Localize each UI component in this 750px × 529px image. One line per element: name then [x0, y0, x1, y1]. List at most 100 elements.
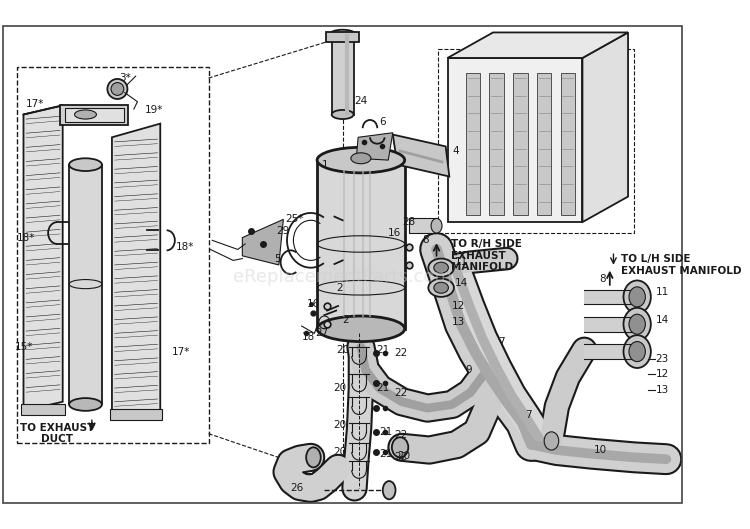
Ellipse shape: [433, 282, 448, 293]
Ellipse shape: [317, 316, 405, 342]
Text: 17*: 17*: [26, 98, 44, 108]
Bar: [584, 289, 639, 304]
Bar: [69, 165, 102, 405]
Text: 10: 10: [593, 445, 607, 455]
Text: 8: 8: [422, 235, 428, 245]
Text: 14: 14: [656, 315, 669, 325]
Polygon shape: [537, 74, 551, 215]
Text: 29: 29: [276, 226, 290, 236]
Text: 16: 16: [388, 228, 401, 238]
Text: 11: 11: [454, 257, 468, 267]
Text: TO R/H SIDE
EXHAUST
MANIFOLD: TO R/H SIDE EXHAUST MANIFOLD: [452, 239, 522, 272]
Polygon shape: [466, 74, 480, 215]
Ellipse shape: [382, 481, 395, 499]
Bar: [332, 34, 353, 114]
Ellipse shape: [629, 342, 645, 362]
Ellipse shape: [330, 30, 356, 39]
FancyBboxPatch shape: [60, 105, 128, 125]
Ellipse shape: [306, 448, 321, 468]
Polygon shape: [583, 32, 628, 222]
Polygon shape: [112, 124, 160, 420]
Ellipse shape: [629, 287, 645, 307]
Text: 19*: 19*: [145, 105, 164, 115]
Polygon shape: [490, 74, 504, 215]
Bar: [410, 218, 436, 233]
Text: 5: 5: [274, 253, 280, 263]
Text: 18: 18: [302, 332, 315, 342]
Text: 22: 22: [394, 431, 408, 441]
Text: 28: 28: [402, 217, 416, 227]
Ellipse shape: [629, 314, 645, 334]
Ellipse shape: [431, 218, 442, 233]
Text: 13: 13: [656, 385, 669, 395]
Polygon shape: [393, 134, 449, 177]
Text: 2: 2: [343, 315, 350, 325]
Text: 20: 20: [334, 383, 346, 393]
Text: 15*: 15*: [15, 342, 34, 352]
Text: 1: 1: [322, 160, 328, 170]
Text: 7: 7: [498, 338, 504, 348]
Ellipse shape: [433, 262, 448, 273]
Text: 18*: 18*: [17, 233, 35, 243]
Ellipse shape: [428, 259, 454, 277]
Text: 2: 2: [336, 283, 343, 293]
Text: 27: 27: [315, 329, 328, 339]
Ellipse shape: [351, 153, 371, 164]
Polygon shape: [513, 74, 528, 215]
Text: 17*: 17*: [172, 346, 190, 357]
Ellipse shape: [332, 110, 353, 119]
Text: 20: 20: [334, 447, 346, 457]
FancyBboxPatch shape: [64, 108, 124, 122]
Ellipse shape: [317, 148, 405, 173]
Text: 4: 4: [452, 146, 459, 156]
Bar: [584, 344, 639, 359]
Ellipse shape: [392, 437, 408, 458]
Text: TO EXHAUST
DUCT: TO EXHAUST DUCT: [20, 423, 94, 444]
Text: 20: 20: [336, 345, 350, 355]
Text: 12: 12: [452, 301, 465, 311]
FancyBboxPatch shape: [110, 409, 162, 420]
Text: 21: 21: [376, 345, 390, 355]
Text: 8: 8: [598, 273, 605, 284]
Ellipse shape: [69, 398, 102, 411]
Text: 12: 12: [656, 369, 669, 379]
FancyBboxPatch shape: [21, 405, 64, 415]
Ellipse shape: [428, 279, 454, 297]
Text: 20: 20: [334, 419, 346, 430]
Text: eReplacementParts.com: eReplacementParts.com: [233, 268, 452, 286]
Text: 7: 7: [525, 411, 532, 421]
Ellipse shape: [69, 158, 102, 171]
Polygon shape: [356, 133, 393, 160]
Bar: [17, 67, 208, 443]
Polygon shape: [560, 74, 575, 215]
Ellipse shape: [107, 79, 128, 99]
Text: 20: 20: [398, 451, 410, 461]
Text: 21: 21: [379, 427, 392, 437]
Bar: [317, 160, 405, 329]
Text: 23: 23: [656, 354, 669, 364]
Text: 18*: 18*: [176, 242, 194, 252]
Ellipse shape: [111, 83, 124, 95]
Text: 22: 22: [394, 388, 408, 398]
Text: 14: 14: [454, 278, 468, 288]
Ellipse shape: [623, 308, 651, 341]
Text: 24: 24: [355, 96, 368, 106]
Polygon shape: [242, 220, 284, 265]
Ellipse shape: [544, 432, 559, 450]
Ellipse shape: [623, 280, 651, 313]
Bar: [584, 317, 639, 332]
Text: 11: 11: [656, 287, 669, 297]
Text: 21: 21: [379, 449, 392, 459]
Text: 3*: 3*: [119, 73, 131, 83]
Polygon shape: [448, 58, 583, 222]
Text: 13: 13: [452, 317, 465, 327]
Text: 6: 6: [379, 117, 386, 127]
Polygon shape: [448, 32, 628, 58]
Ellipse shape: [623, 335, 651, 368]
Text: 22: 22: [394, 349, 408, 359]
Text: 25*: 25*: [285, 214, 304, 224]
Text: 22: 22: [394, 452, 408, 462]
Text: 16: 16: [307, 299, 320, 309]
Text: TO L/H SIDE
EXHAUST MANIFOLD: TO L/H SIDE EXHAUST MANIFOLD: [621, 254, 741, 276]
Text: 26: 26: [291, 484, 304, 494]
